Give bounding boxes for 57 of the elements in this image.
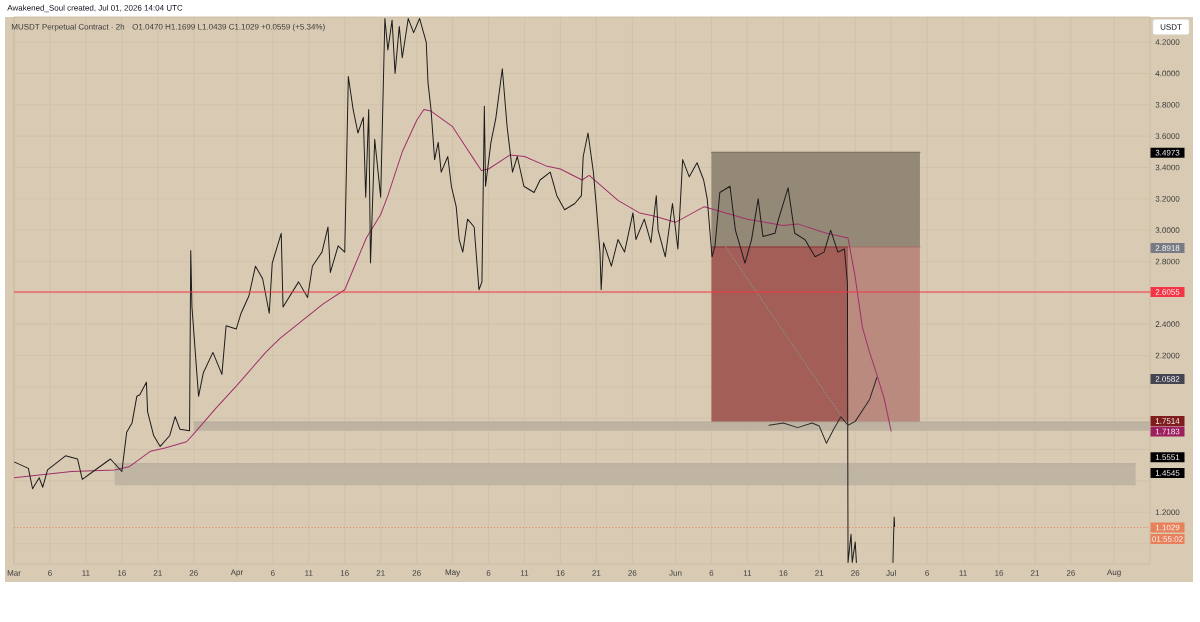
y-tick-label: 2.2000: [1155, 352, 1180, 359]
y-tick-label: 3.6000: [1155, 133, 1180, 139]
x-tick-label: 6: [48, 570, 52, 576]
text: 1.7183: [1155, 428, 1180, 435]
ref-line-label: 2.6055: [1155, 289, 1180, 295]
x-tick-label: Mar: [7, 570, 21, 576]
x-tick-label: 26: [851, 570, 860, 576]
x-tick-label: 11: [743, 570, 752, 576]
x-tick-label: 26: [412, 570, 421, 576]
text: 01:55:02: [1152, 536, 1183, 542]
y-tick-label: 2.8000: [1155, 258, 1180, 265]
x-tick-label: 11: [959, 570, 967, 576]
y-tick-label: 3.4000: [1155, 164, 1180, 171]
y-tick-label: 1.2000: [1155, 509, 1180, 516]
y-tick-label: 3.0000: [1155, 227, 1180, 233]
text: 3.4973: [1155, 149, 1180, 156]
text: 1.7514: [1155, 418, 1180, 424]
x-tick-label: 21: [153, 570, 162, 576]
y-tick-label: 4.2000: [1155, 39, 1180, 45]
text: MUSDT Perpetual Contract · 2h: [11, 23, 125, 32]
x-tick-label: 16: [779, 570, 788, 576]
y-axis-title: USDT: [1160, 24, 1182, 30]
x-tick-label: Jul: [886, 570, 896, 576]
ref-line-label: 1.1029: [1155, 524, 1180, 531]
x-tick-label: 6: [925, 570, 929, 576]
x-tick-label: 21: [815, 570, 824, 576]
x-tick-label: 21: [1030, 570, 1040, 576]
line-series: [768, 377, 878, 444]
y-tick-label: 3.2000: [1155, 195, 1180, 202]
x-tick-label: 11: [82, 570, 90, 576]
text: O1.0470 H1.1699 L1.0439 C1.1029 +0.0559 (+5.34%): [132, 23, 325, 32]
x-tick-label: 26: [628, 570, 637, 576]
x-tick-label: 21: [376, 570, 385, 576]
x-tick-label: 6: [709, 570, 714, 576]
x-tick-label: Apr: [230, 569, 243, 577]
x-tick-label: 11: [520, 570, 529, 576]
x-tick-label: 16: [556, 570, 565, 576]
text: 1.4545: [1155, 470, 1180, 476]
y-tick-label: 2.4000: [1155, 321, 1180, 328]
x-tick-label: 16: [995, 570, 1004, 576]
x-tick-label: 6: [271, 570, 275, 576]
text: Awakened_Soul created, Jul 01, 2026 14:04 UTC: [7, 4, 183, 13]
text: 2.0582: [1155, 376, 1180, 382]
y-tick-label: 4.0000: [1155, 70, 1180, 77]
text: 2.8918: [1155, 245, 1180, 251]
x-tick-label: 26: [1066, 570, 1076, 576]
x-tick-label: 6: [486, 570, 491, 576]
x-tick-label: 16: [340, 570, 349, 576]
x-tick-label: May: [445, 569, 461, 577]
x-tick-label: 16: [118, 570, 126, 576]
x-tick-label: 11: [305, 570, 313, 576]
y-tick-label: 3.8000: [1155, 101, 1180, 108]
text: 1.5551: [1155, 454, 1180, 461]
x-tick-label: 26: [189, 570, 198, 576]
x-tick-label: Jun: [669, 570, 682, 576]
x-tick-label: Aug: [1106, 569, 1121, 577]
x-tick-label: 21: [592, 570, 601, 576]
